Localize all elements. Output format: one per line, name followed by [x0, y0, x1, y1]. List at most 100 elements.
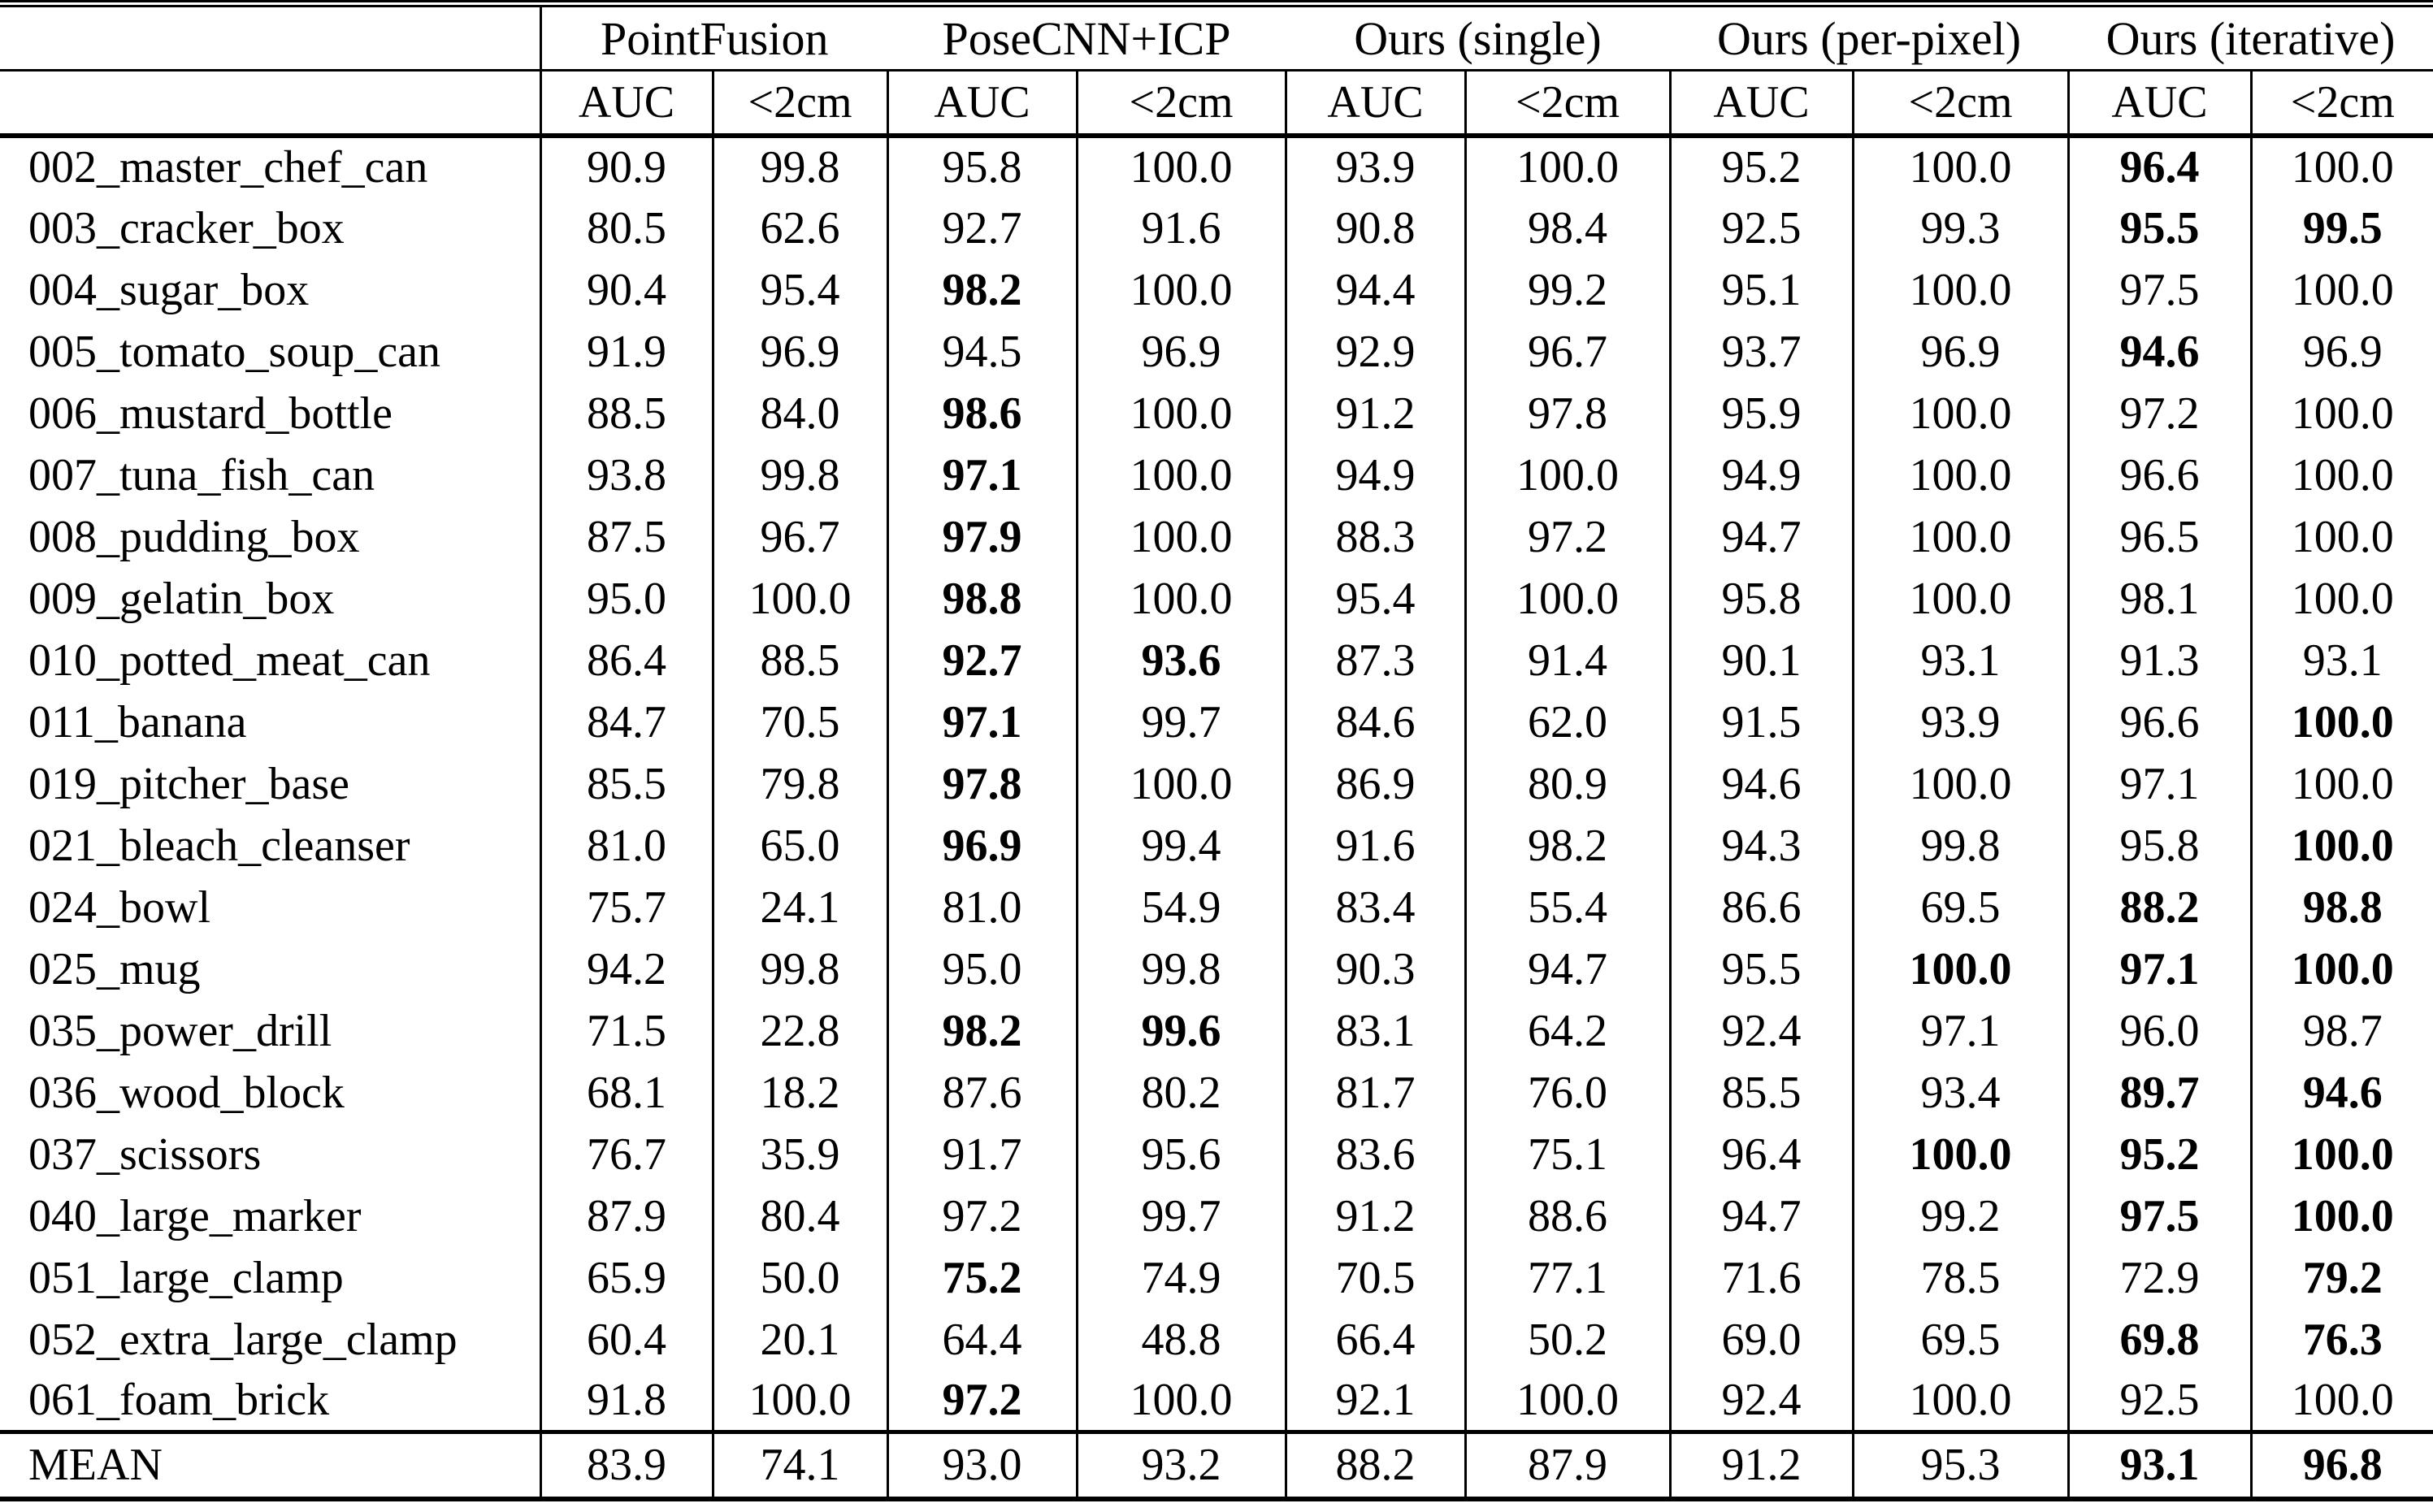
data-cell: 97.1: [886, 691, 1077, 753]
data-cell: 92.9: [1284, 320, 1465, 383]
group-header-ours-iterative: Ours (iterative): [2068, 3, 2433, 71]
row-label: 040_large_marker: [28, 1190, 362, 1241]
data-cell: 98.7: [2249, 999, 2433, 1062]
table-row: 052_extra_large_clamp 60.4 20.1 64.4 48.8 66.…: [0, 1308, 2433, 1371]
data-cell: 54.9: [1075, 876, 1286, 938]
table-row: 005_tomato_soup_can 91.9 96.9 94.5 96.9 92.9 9…: [0, 320, 2433, 383]
data-cell: 99.3: [1851, 197, 2069, 259]
data-cell: 94.3: [1668, 814, 1854, 877]
table-row: 037_scissors 76.7 35.9 91.7 95.6 83.6 75.1 96.4…: [0, 1123, 2433, 1185]
data-cell: 98.4: [1464, 197, 1671, 259]
data-cell: 100.0: [1851, 382, 2069, 444]
data-cell: 98.6: [886, 382, 1077, 444]
data-cell: 100.0: [2249, 382, 2433, 444]
data-cell: 97.1: [1851, 999, 2069, 1062]
data-cell: 68.1: [539, 1061, 713, 1124]
row-label: MEAN: [0, 1430, 540, 1499]
row-label: 009_gelatin_box: [28, 573, 335, 624]
data-cell: 99.7: [1075, 1185, 1286, 1247]
data-cell: 95.1: [1668, 258, 1854, 321]
data-cell: 96.4: [2067, 135, 2252, 197]
data-cell: 87.3: [1284, 629, 1465, 691]
data-cell: 83.9: [539, 1430, 713, 1499]
data-cell: 100.0: [1075, 1370, 1286, 1432]
row-label: 036_wood_block: [28, 1067, 345, 1118]
data-cell: 95.5: [2067, 197, 2252, 259]
group-header-row: PointFusion PoseCNN+ICP Ours (single) Ou…: [0, 3, 2433, 71]
data-cell: 94.7: [1464, 938, 1671, 1000]
data-cell: 90.8: [1284, 197, 1465, 259]
data-cell: 96.5: [2067, 505, 2252, 568]
metric-header-auc: AUC: [539, 70, 713, 138]
data-cell: 99.6: [1075, 999, 1286, 1062]
data-cell: 91.2: [1284, 382, 1465, 444]
metric-header-2cm: <2cm: [1851, 70, 2069, 138]
metric-header-2cm: <2cm: [1075, 70, 1286, 138]
data-cell: 94.5: [886, 320, 1077, 383]
data-cell: 94.6: [2067, 320, 2252, 383]
data-cell: 96.0: [2067, 999, 2252, 1062]
data-cell: 69.0: [1668, 1308, 1854, 1371]
data-cell: 62.6: [711, 197, 887, 259]
data-cell: 100.0: [711, 567, 887, 630]
table-row: 019_pitcher_base 85.5 79.8 97.8 100.0 86.9 80.…: [0, 752, 2433, 815]
data-cell: 95.4: [1284, 567, 1465, 630]
data-cell: 91.3: [2067, 629, 2252, 691]
data-cell: 90.9: [539, 135, 713, 197]
data-cell: 91.7: [886, 1123, 1077, 1185]
data-cell: 80.2: [1075, 1061, 1286, 1124]
group-header-pointfusion: PointFusion: [540, 3, 887, 71]
table-row: 006_mustard_bottle 88.5 84.0 98.6 100.0 91.2 9…: [0, 382, 2433, 444]
data-cell: 85.5: [539, 752, 713, 815]
data-cell: 96.6: [2067, 691, 2252, 753]
data-cell: 92.1: [1284, 1370, 1465, 1432]
data-cell: 95.9: [1668, 382, 1854, 444]
data-cell: 89.7: [2067, 1061, 2252, 1124]
data-cell: 94.6: [1668, 752, 1854, 815]
data-cell: 85.5: [1668, 1061, 1854, 1124]
data-cell: 94.9: [1284, 444, 1465, 506]
data-cell: 96.9: [2249, 320, 2433, 383]
data-cell: 70.5: [1284, 1246, 1465, 1309]
row-label: 006_mustard_bottle: [28, 388, 392, 439]
row-label: 052_extra_large_clamp: [28, 1314, 458, 1365]
table-row: 008_pudding_box 87.5 96.7 97.9 100.0 88.3 97.2…: [0, 505, 2433, 568]
data-cell: 94.4: [1284, 258, 1465, 321]
data-cell: 79.8: [711, 752, 887, 815]
data-cell: 91.8: [539, 1370, 713, 1432]
data-cell: 78.5: [1851, 1246, 2069, 1309]
data-cell: 94.2: [539, 938, 713, 1000]
data-cell: 96.9: [886, 814, 1077, 877]
row-label: 011_banana: [28, 696, 247, 747]
data-cell: 93.1: [2067, 1430, 2252, 1499]
data-cell: 81.7: [1284, 1061, 1465, 1124]
data-cell: 80.9: [1464, 752, 1671, 815]
data-cell: 95.4: [711, 258, 887, 321]
data-cell: 92.7: [886, 629, 1077, 691]
data-cell: 66.4: [1284, 1308, 1465, 1371]
data-cell: 100.0: [1851, 938, 2069, 1000]
data-cell: 94.7: [1668, 1185, 1854, 1247]
data-cell: 99.8: [711, 135, 887, 197]
data-cell: 95.3: [1851, 1430, 2069, 1499]
data-cell: 100.0: [1075, 505, 1286, 568]
data-cell: 79.2: [2249, 1246, 2433, 1309]
data-cell: 92.7: [886, 197, 1077, 259]
data-cell: 96.8: [2249, 1430, 2433, 1499]
data-cell: 91.5: [1668, 691, 1854, 753]
data-cell: 100.0: [2249, 444, 2433, 506]
data-cell: 69.5: [1851, 876, 2069, 938]
data-cell: 35.9: [711, 1123, 887, 1185]
data-cell: 88.2: [2067, 876, 2252, 938]
data-cell: 48.8: [1075, 1308, 1286, 1371]
data-cell: 93.7: [1668, 320, 1854, 383]
data-cell: 92.5: [1668, 197, 1854, 259]
data-cell: 96.6: [2067, 444, 2252, 506]
data-cell: 76.3: [2249, 1308, 2433, 1371]
data-cell: 65.9: [539, 1246, 713, 1309]
data-cell: 74.1: [711, 1430, 887, 1499]
data-cell: 97.8: [886, 752, 1077, 815]
data-cell: 84.7: [539, 691, 713, 753]
data-cell: 84.0: [711, 382, 887, 444]
metric-header-row: AUC <2cm AUC <2cm AUC <2cm AUC <2cm AUC …: [0, 70, 2433, 138]
